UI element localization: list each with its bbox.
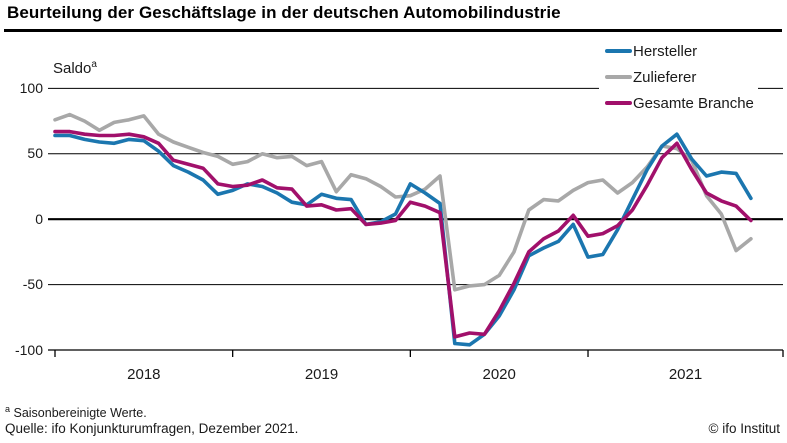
y-axis-label: 100 xyxy=(19,79,43,96)
page-title: Beurteilung der Geschäftslage in der deu… xyxy=(7,3,561,22)
chart-legend: Hersteller Zulieferer Gesamte Branche xyxy=(599,36,758,120)
y-axis-unit-label: Saldoa xyxy=(53,59,97,77)
series-line-hersteller xyxy=(53,132,753,347)
x-axis-label: 2018 xyxy=(127,366,161,383)
y-axis-label: -100 xyxy=(14,341,43,358)
title-divider xyxy=(4,29,782,32)
legend-line-zulieferer-icon xyxy=(605,75,632,79)
series-line-gesamte-branche xyxy=(53,129,753,339)
legend-item-gesamte-branche: Gesamte Branche xyxy=(605,90,754,116)
y-axis-label: -50 xyxy=(22,276,43,293)
y-axis-label: 50 xyxy=(27,145,43,162)
x-axis-label: 2021 xyxy=(668,366,703,383)
footnote-seasonal-adjustment: a Saisonbereinigte Werte. xyxy=(5,404,147,421)
legend-label-zulieferer: Zulieferer xyxy=(633,68,697,86)
legend-item-zulieferer: Zulieferer xyxy=(605,64,754,90)
legend-item-hersteller: Hersteller xyxy=(605,38,754,64)
legend-line-hersteller-icon xyxy=(605,49,632,53)
x-axis-label: 2020 xyxy=(482,366,516,383)
copyright-note: © ifo Institut xyxy=(708,421,780,436)
y-axis-label: 0 xyxy=(35,210,43,227)
source-note: Quelle: ifo Konjunkturumfragen, Dezember… xyxy=(5,421,299,436)
legend-label-hersteller: Hersteller xyxy=(633,42,698,60)
x-axis-label: 2019 xyxy=(304,366,339,383)
legend-line-gesamte-branche-icon xyxy=(605,101,632,105)
legend-label-gesamte-branche: Gesamte Branche xyxy=(633,94,754,112)
